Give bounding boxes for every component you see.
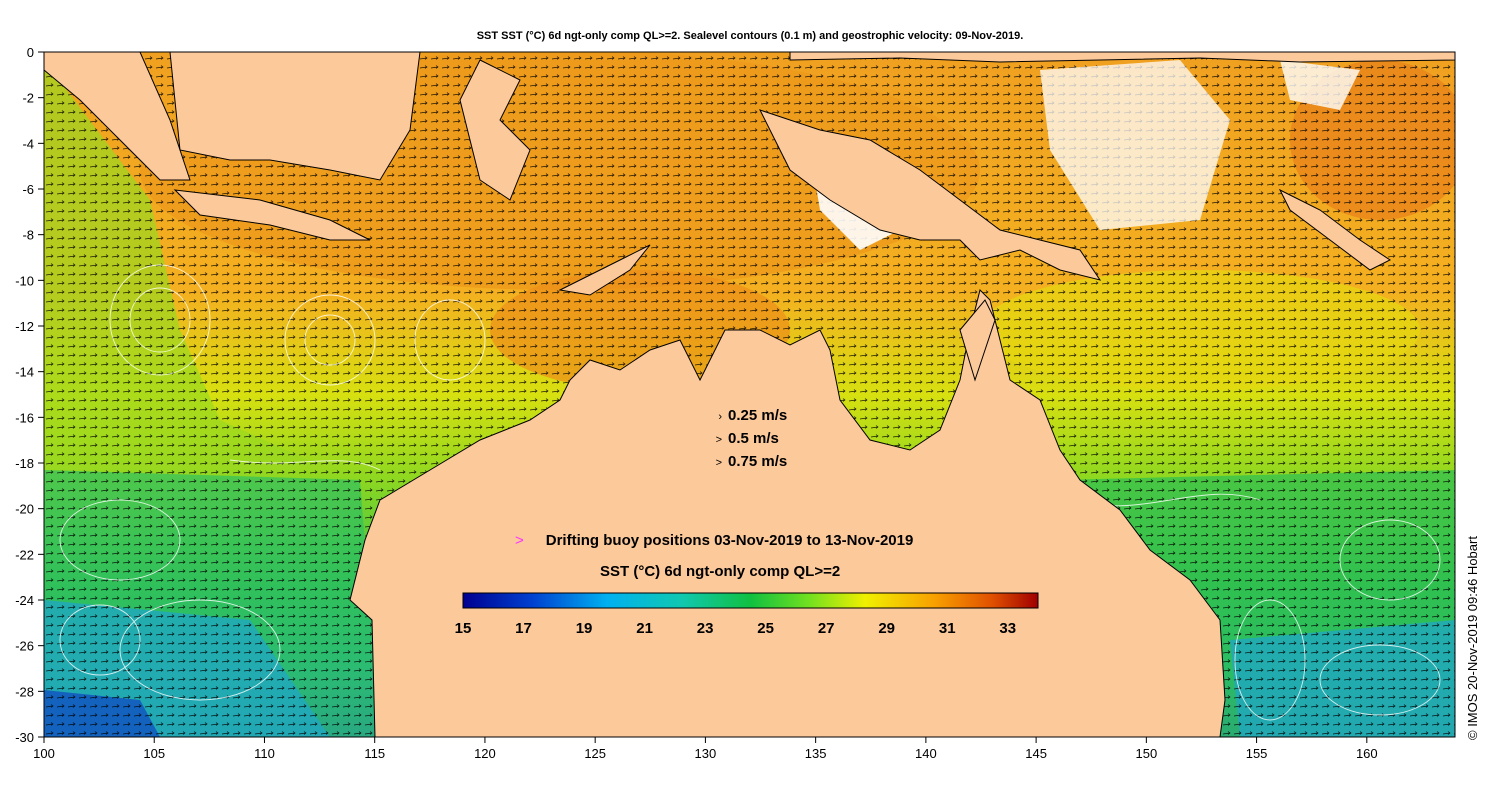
australia	[349, 289, 1226, 737]
x-tick-label: 105	[143, 746, 165, 761]
colorbar-tick-label: 29	[878, 620, 896, 637]
velocity-arrow-icon: ›	[718, 411, 722, 423]
new-guinea	[759, 109, 1102, 281]
land	[44, 52, 1455, 737]
y-tick-label: -4	[22, 136, 34, 151]
colorbar-tick-label: 15	[454, 620, 472, 637]
velocity-arrow-icon: >	[715, 457, 722, 469]
velocity-legend-row: >0.5 m/s	[700, 430, 779, 447]
map-title: SST SST (°C) 6d ngt-only comp QL>=2. Sea…	[476, 30, 1024, 42]
sst-colorbar	[462, 592, 1039, 609]
colorbar-tick-label: 27	[817, 620, 835, 637]
x-tick-label: 160	[1356, 746, 1378, 761]
x-tick-label: 110	[254, 746, 275, 761]
cape-york	[959, 299, 996, 382]
x-tick-label: 140	[915, 746, 937, 761]
y-tick-label: -18	[15, 456, 34, 471]
y-tick-label: -28	[15, 684, 34, 699]
sulawesi	[459, 59, 531, 201]
x-tick-label: 130	[695, 746, 717, 761]
y-tick-label: -12	[15, 319, 34, 334]
y-tick-label: -8	[22, 228, 34, 243]
sumatra	[44, 52, 191, 181]
colorbar-tick-label: 31	[938, 620, 956, 637]
y-tick-label: -30	[15, 730, 34, 745]
north-landmass	[789, 52, 1455, 63]
colorbar-tick-label: 19	[575, 620, 593, 637]
sealevel-contours	[59, 264, 1441, 721]
x-tick-label: 145	[1025, 746, 1047, 761]
y-axis: 0 -2 -4 -6 -8 -10 -12 -14 -16 -18 -20 -22 -24 -26 -28 -…	[15, 45, 44, 745]
y-tick-label: -14	[15, 365, 34, 380]
x-tick-label: 135	[805, 746, 827, 761]
y-tick-label: -22	[15, 547, 34, 562]
java	[173, 189, 371, 241]
x-tick-label: 155	[1246, 746, 1268, 761]
borneo	[169, 52, 421, 181]
buoy-legend: > Drifting buoy positions 03-Nov-2019 to …	[515, 532, 913, 549]
velocity-label: 0.75 m/s	[728, 453, 788, 470]
colorbar-tick-label: 17	[515, 620, 532, 637]
y-tick-label: -16	[15, 410, 34, 425]
x-tick-label: 120	[474, 746, 496, 761]
colorbar-tick-label: 25	[757, 620, 774, 637]
x-tick-label: 125	[584, 746, 606, 761]
velocity-label: 0.5 m/s	[728, 430, 779, 447]
solomon-islands	[1278, 188, 1391, 271]
y-tick-label: -20	[15, 502, 34, 517]
buoy-marker-icon: >	[515, 532, 524, 549]
colorbar-title: SST (°C) 6d ngt-only comp QL>=2	[600, 563, 841, 580]
y-tick-label: -2	[22, 91, 34, 106]
y-tick-label: -10	[15, 273, 34, 288]
velocity-legend-row: › 0.25 m/s	[700, 407, 787, 424]
cloud-gap	[1280, 60, 1360, 110]
y-tick-label: -6	[22, 182, 34, 197]
x-tick-label: 100	[33, 746, 55, 761]
colorbar-tick-label: 23	[696, 620, 714, 637]
y-tick-label: 0	[27, 45, 34, 60]
x-tick-label: 150	[1135, 746, 1157, 761]
x-axis: 100 105 110 115 120 125 130 135 140 145 150 155 160	[33, 737, 1378, 761]
colorbar-tick-label: 21	[636, 620, 653, 637]
velocity-legend-row: >0.75 m/s	[700, 453, 788, 470]
x-tick-label: 115	[364, 746, 385, 761]
y-tick-label: -26	[15, 639, 34, 654]
credit-text: © IMOS 20-Nov-2019 09:46 Hobart	[1465, 536, 1480, 740]
colorbar-tick-label: 33	[999, 620, 1017, 637]
y-tick-label: -24	[15, 593, 34, 608]
buoy-legend-label: Drifting buoy positions 03-Nov-2019 to 1…	[545, 532, 914, 549]
plot-frame	[43, 51, 1456, 738]
velocity-arrow-icon: >	[715, 434, 722, 446]
cloud-gap	[1040, 60, 1230, 230]
velocity-label: 0.25 m/s	[728, 407, 788, 424]
timor	[558, 244, 651, 296]
